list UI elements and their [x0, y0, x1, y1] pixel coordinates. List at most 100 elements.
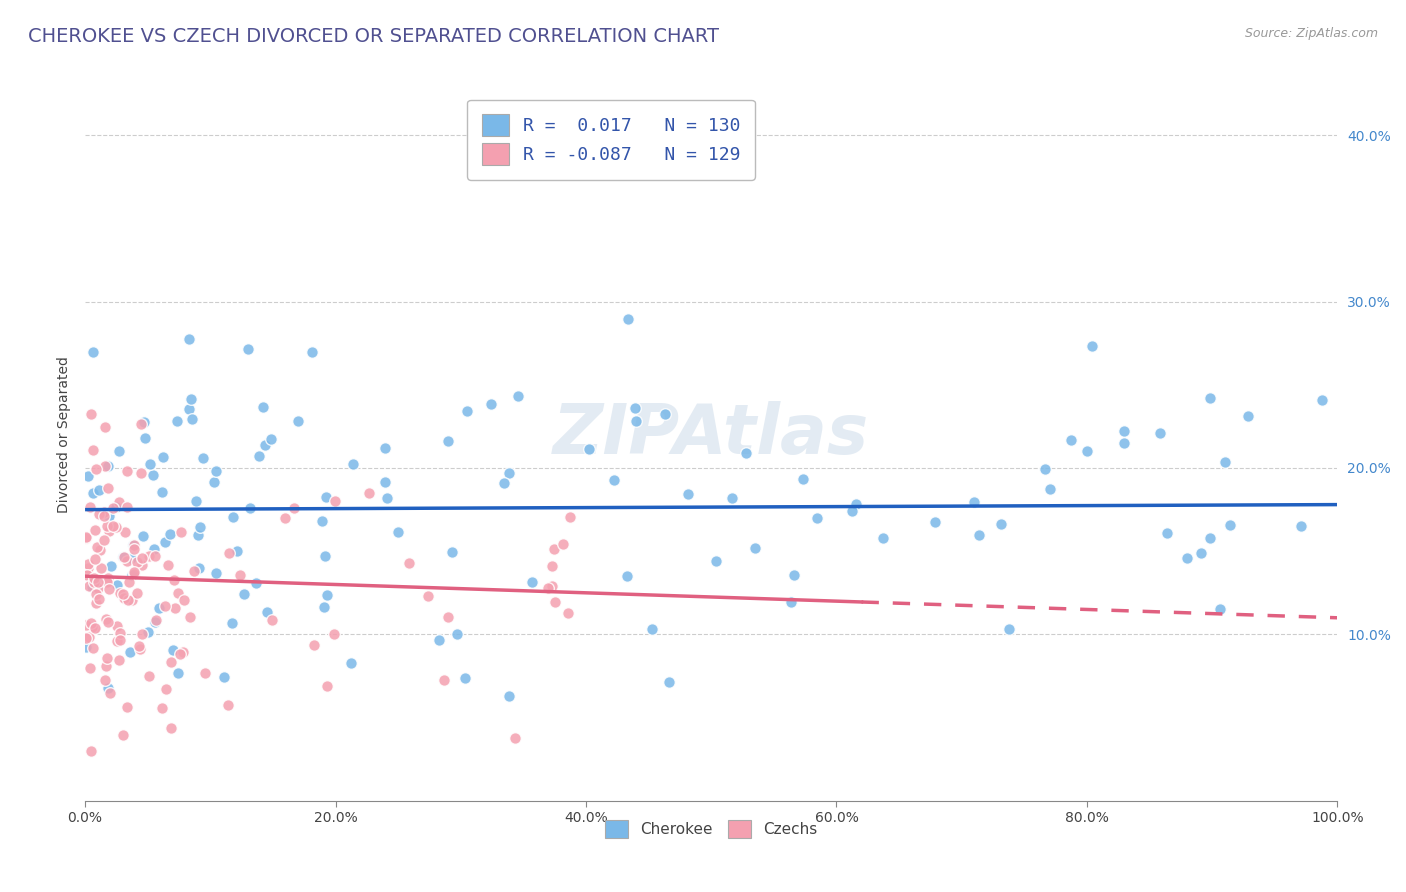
Point: [1310, 392, 1333, 407]
Point: [1039, 483, 1062, 497]
Point: [97, 458, 120, 473]
Point: [156, 558, 179, 572]
Point: [1033, 462, 1056, 476]
Point: [143, 615, 166, 630]
Point: [100, 558, 122, 573]
Point: [94, 673, 117, 688]
Point: [84, 621, 107, 635]
Point: [177, 402, 200, 417]
Point: [110, 625, 132, 640]
Text: Source: ZipAtlas.com: Source: ZipAtlas.com: [1244, 27, 1378, 40]
Point: [129, 466, 152, 480]
Point: [86, 540, 108, 554]
Point: [437, 434, 460, 449]
Point: [94, 458, 117, 473]
Point: [1199, 531, 1222, 545]
Point: [616, 569, 638, 583]
Point: [155, 682, 177, 697]
Point: [131, 551, 153, 566]
Point: [323, 627, 346, 641]
Point: [87, 577, 110, 591]
Point: [166, 414, 188, 428]
Point: [553, 536, 575, 550]
Point: [129, 417, 152, 431]
Point: [375, 491, 398, 505]
Point: [374, 475, 396, 490]
Point: [87, 507, 110, 521]
Point: [287, 414, 309, 428]
Point: [107, 619, 129, 633]
Point: [143, 549, 166, 563]
Point: [254, 438, 277, 452]
Point: [77, 557, 100, 571]
Y-axis label: Divorced or Separated: Divorced or Separated: [58, 356, 72, 513]
Point: [1209, 602, 1232, 616]
Point: [1149, 426, 1171, 441]
Point: [1112, 436, 1135, 450]
Point: [1215, 454, 1237, 468]
Point: [75, 532, 97, 546]
Point: [111, 549, 134, 564]
Point: [94, 612, 117, 626]
Point: [75, 617, 97, 632]
Point: [82, 641, 104, 656]
Point: [440, 545, 463, 559]
Point: [76, 568, 98, 582]
Point: [84, 552, 107, 566]
Point: [193, 450, 215, 465]
Point: [97, 482, 120, 496]
Point: [844, 498, 866, 512]
Point: [1060, 433, 1083, 447]
Point: [481, 397, 503, 411]
Point: [187, 528, 209, 542]
Point: [1219, 518, 1241, 533]
Point: [83, 575, 105, 590]
Point: [79, 744, 101, 758]
Point: [125, 555, 148, 569]
Point: [274, 510, 297, 524]
Point: [117, 592, 139, 607]
Point: [128, 640, 150, 654]
Point: [104, 520, 127, 534]
Point: [180, 392, 202, 406]
Point: [721, 491, 744, 505]
Point: [872, 531, 894, 545]
Point: [107, 578, 129, 592]
Point: [153, 535, 176, 549]
Point: [103, 501, 125, 516]
Point: [115, 700, 138, 714]
Point: [180, 412, 202, 426]
Point: [89, 483, 111, 498]
Point: [222, 510, 245, 524]
Point: [80, 580, 103, 594]
Point: [101, 518, 124, 533]
Point: [202, 475, 225, 489]
Point: [75, 530, 97, 544]
Point: [183, 565, 205, 579]
Point: [108, 586, 131, 600]
Legend: Cherokee, Czechs: Cherokee, Czechs: [599, 814, 824, 845]
Point: [125, 586, 148, 600]
Point: [80, 619, 103, 633]
Point: [143, 541, 166, 556]
Point: [131, 627, 153, 641]
Point: [217, 698, 239, 712]
Point: [97, 570, 120, 584]
Point: [456, 404, 478, 418]
Point: [252, 400, 274, 414]
Point: [93, 509, 115, 524]
Point: [678, 487, 700, 501]
Point: [97, 681, 120, 696]
Point: [129, 642, 152, 657]
Point: [112, 591, 135, 605]
Point: [1112, 424, 1135, 438]
Point: [249, 449, 271, 463]
Point: [398, 557, 420, 571]
Point: [617, 311, 640, 326]
Point: [172, 645, 194, 659]
Point: [83, 621, 105, 635]
Point: [122, 566, 145, 580]
Point: [108, 444, 131, 458]
Point: [1177, 550, 1199, 565]
Point: [76, 469, 98, 483]
